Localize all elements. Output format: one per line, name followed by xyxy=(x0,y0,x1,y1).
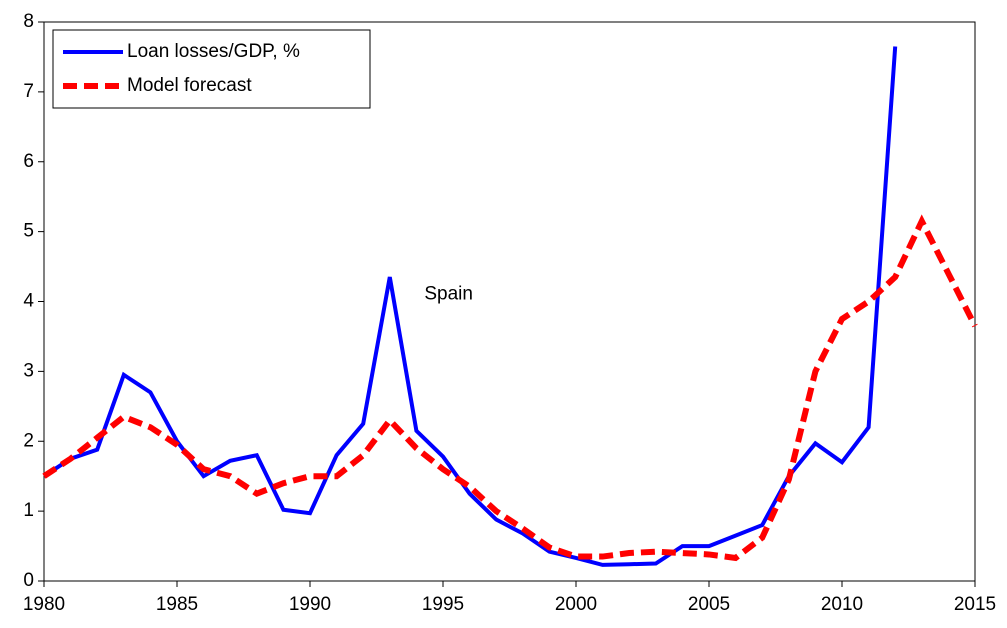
x-tick-label: 1980 xyxy=(23,594,65,615)
legend-box xyxy=(52,29,371,109)
y-tick-label: 6 xyxy=(23,151,34,172)
x-tick-label: 2000 xyxy=(555,594,597,615)
y-tick-label: 8 xyxy=(23,11,34,32)
x-tick-label: 2015 xyxy=(954,594,996,615)
x-tick-label: 1995 xyxy=(422,594,464,615)
x-tick-label: 2005 xyxy=(688,594,730,615)
y-tick-label: 7 xyxy=(23,81,34,102)
x-tick-label: 1985 xyxy=(156,594,198,615)
y-tick-label: 1 xyxy=(23,500,34,521)
y-tick-label: 0 xyxy=(23,570,34,591)
y-tick-label: 3 xyxy=(23,360,34,381)
y-tick-label: 2 xyxy=(23,430,34,451)
y-tick-label: 4 xyxy=(23,291,34,312)
legend-label: Model forecast xyxy=(127,75,252,96)
legend-label: Loan losses/GDP, % xyxy=(127,41,300,62)
annotation: Spain xyxy=(424,284,473,305)
series-line xyxy=(42,214,978,562)
x-tick-label: 2010 xyxy=(821,594,863,615)
y-tick-label: 5 xyxy=(23,221,34,242)
series-line xyxy=(42,46,898,567)
x-tick-label: 1990 xyxy=(289,594,331,615)
